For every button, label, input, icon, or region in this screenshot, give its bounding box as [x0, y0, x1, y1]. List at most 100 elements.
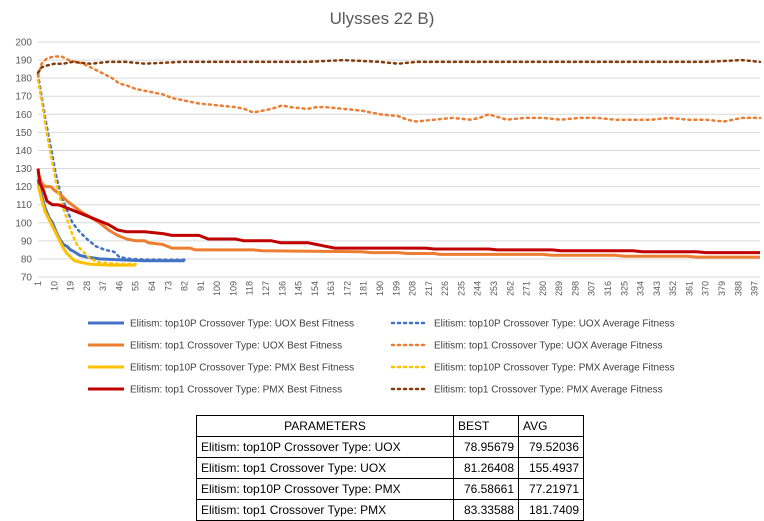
header-best: BEST: [453, 415, 519, 437]
x-tick-label: 145: [294, 281, 304, 296]
x-tick-label: 316: [603, 281, 613, 296]
x-tick-label: 46: [114, 281, 124, 291]
x-tick-label: 208: [408, 281, 418, 296]
y-tick-label: 150: [15, 128, 32, 139]
x-tick-label: 343: [652, 281, 662, 296]
table-row: Elitism: top10P Crossover Type: UOX 78.9…: [196, 436, 584, 458]
table-cell-parameters: Elitism: top10P Crossover Type: PMX: [196, 478, 454, 500]
x-tick-label: 262: [505, 281, 515, 296]
parameters-table: PARAMETERS BEST AVG Elitism: top10P Cros…: [196, 415, 584, 521]
legend-label: Elitism: top10P Crossover Type: PMX Best…: [130, 363, 354, 374]
table-cell-best: 83.33588: [453, 499, 519, 521]
x-tick-label: 28: [82, 281, 92, 291]
y-tick-label: 70: [21, 273, 33, 284]
x-tick-label: 298: [570, 281, 580, 296]
legend-label: Elitism: top1 Crossover Type: UOX Averag…: [434, 341, 663, 352]
x-tick-label: 172: [342, 281, 352, 296]
y-tick-label: 120: [15, 182, 32, 193]
chart-title: Ulysses 22 B): [330, 9, 435, 28]
x-tick-label: 352: [668, 281, 678, 296]
series-line: [36, 58, 762, 74]
table-cell-parameters: Elitism: top1 Crossover Type: UOX: [196, 457, 454, 479]
x-tick-label: 136: [277, 281, 287, 296]
legend: Elitism: top10P Crossover Type: UOX Best…: [88, 319, 675, 396]
table-cell-avg: 79.52036: [518, 436, 584, 458]
y-tick-label: 200: [15, 38, 32, 49]
x-tick-label: 370: [701, 281, 711, 296]
header-avg: AVG: [518, 415, 584, 437]
y-tick-label: 180: [15, 74, 32, 85]
y-tick-label: 90: [21, 236, 33, 247]
series-line: [36, 171, 760, 259]
x-tick-label: 163: [326, 281, 336, 296]
series-lines: [36, 55, 762, 267]
x-tick-label: 235: [456, 281, 466, 296]
table-cell-best: 78.95679: [453, 436, 519, 458]
legend-label: Elitism: top10P Crossover Type: PMX Aver…: [434, 363, 675, 374]
x-tick-label: 199: [391, 281, 401, 296]
x-tick-label: 271: [522, 281, 532, 296]
x-tick-label: 109: [228, 281, 238, 296]
series-line: [36, 78, 137, 266]
x-tick-label: 280: [538, 281, 548, 296]
table-cell-avg: 181.7409: [518, 499, 584, 521]
table-header-row: PARAMETERS BEST AVG: [196, 415, 584, 437]
x-tick-label: 82: [180, 281, 190, 291]
y-tick-label: 100: [15, 218, 32, 229]
legend-label: Elitism: top1 Crossover Type: UOX Best F…: [130, 341, 342, 352]
table-cell-avg: 155.4937: [518, 457, 584, 479]
x-tick-label: 289: [554, 281, 564, 296]
x-tick-label: 55: [131, 281, 141, 291]
series-line: [36, 55, 762, 123]
table-cell-avg: 77.21971: [518, 478, 584, 500]
x-tick-label: 397: [750, 281, 760, 296]
x-tick-label: 307: [587, 281, 597, 296]
x-tick-label: 154: [310, 281, 320, 296]
x-tick-label: 325: [619, 281, 629, 296]
x-tick-label: 91: [196, 281, 206, 291]
x-tick-label: 388: [733, 281, 743, 296]
x-tick-label: 10: [49, 281, 59, 291]
x-tick-label: 37: [98, 281, 108, 291]
table-row: Elitism: top1 Crossover Type: UOX 81.264…: [196, 457, 584, 479]
x-tick-label: 181: [359, 281, 369, 296]
y-axis-ticks: 70 80 90 100 110 120 130 140 150 160 170 180 190 200: [15, 38, 32, 284]
grid-lines: [38, 41, 760, 278]
y-tick-label: 110: [16, 200, 32, 211]
x-tick-label: 253: [489, 281, 499, 296]
table-cell-best: 81.26408: [453, 457, 519, 479]
x-tick-label: 1: [33, 281, 43, 286]
x-tick-label: 190: [375, 281, 385, 296]
y-tick-label: 160: [15, 110, 32, 121]
table-row: Elitism: top10P Crossover Type: PMX 76.5…: [196, 478, 584, 500]
x-tick-label: 334: [636, 281, 646, 296]
x-tick-label: 118: [245, 281, 255, 295]
x-tick-label: 379: [717, 281, 727, 296]
x-tick-label: 127: [261, 281, 271, 296]
y-tick-label: 130: [15, 164, 32, 175]
x-tick-label: 217: [424, 281, 434, 296]
table-row: Elitism: top1 Crossover Type: PMX 83.335…: [196, 499, 584, 521]
x-tick-label: 361: [684, 281, 694, 296]
x-tick-label: 19: [66, 281, 76, 291]
header-parameters: PARAMETERS: [196, 415, 454, 437]
x-tick-label: 244: [473, 281, 483, 296]
line-chart: Ulysses 22 B) 70809010011012013014015016…: [15, 9, 762, 396]
x-tick-label: 226: [440, 281, 450, 296]
series-line: [36, 168, 760, 255]
series-line: [36, 184, 136, 267]
table-cell-best: 76.58661: [453, 478, 519, 500]
legend-label: Elitism: top1 Crossover Type: PMX Averag…: [434, 385, 663, 396]
x-axis-ticks: 1 10 19 28 37 46 55 64 73 82 91 100 109 118 127 136 145 1…: [33, 281, 760, 296]
legend-label: Elitism: top10P Crossover Type: UOX Best…: [130, 319, 354, 330]
y-tick-label: 190: [15, 56, 32, 67]
y-tick-label: 80: [21, 254, 33, 265]
y-tick-label: 170: [15, 92, 32, 103]
series-line: [36, 73, 186, 262]
legend-label: Elitism: top1 Crossover Type: PMX Best F…: [130, 385, 342, 396]
x-tick-label: 64: [147, 281, 157, 291]
x-tick-label: 73: [163, 281, 173, 291]
legend-label: Elitism: top10P Crossover Type: UOX Aver…: [434, 319, 675, 330]
table-cell-parameters: Elitism: top1 Crossover Type: PMX: [196, 499, 454, 521]
y-tick-label: 140: [15, 146, 32, 157]
